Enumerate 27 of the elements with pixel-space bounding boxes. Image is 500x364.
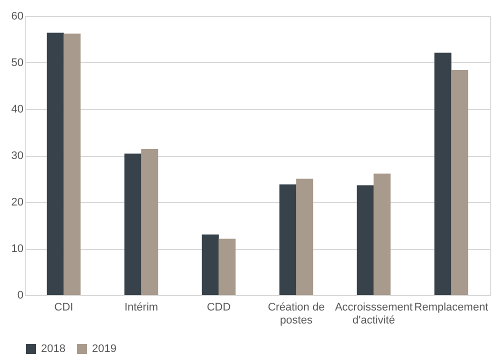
x-tick-label: CDD (206, 302, 231, 314)
bar (296, 178, 314, 295)
legend-label: 2018 (41, 343, 66, 355)
y-tick-label: 0 (17, 290, 24, 302)
y-tick-label: 60 (11, 10, 24, 22)
bar (202, 234, 219, 295)
y-tick-label: 40 (11, 104, 24, 116)
y-tick-label: 30 (11, 150, 24, 162)
bar (451, 70, 468, 295)
bar (374, 174, 391, 295)
bar (46, 32, 64, 295)
bar (141, 148, 158, 295)
y-tick-label: 50 (11, 57, 24, 69)
bar (218, 238, 236, 295)
x-tick-label: Remplacement (414, 302, 488, 314)
y-tick-label: 10 (11, 243, 24, 255)
x-tick-label: Accroisssement d'activité (334, 302, 413, 326)
bar (279, 184, 296, 295)
bar (124, 154, 142, 295)
bar (64, 34, 81, 295)
x-tick-label: Création de postes (268, 302, 325, 326)
bar (356, 185, 374, 295)
bar (434, 52, 452, 295)
x-tick-label: CDI (54, 302, 74, 314)
y-tick-label: 20 (11, 196, 24, 208)
legend-label: 2019 (92, 343, 116, 355)
x-tick-label: Intérim (124, 302, 158, 314)
